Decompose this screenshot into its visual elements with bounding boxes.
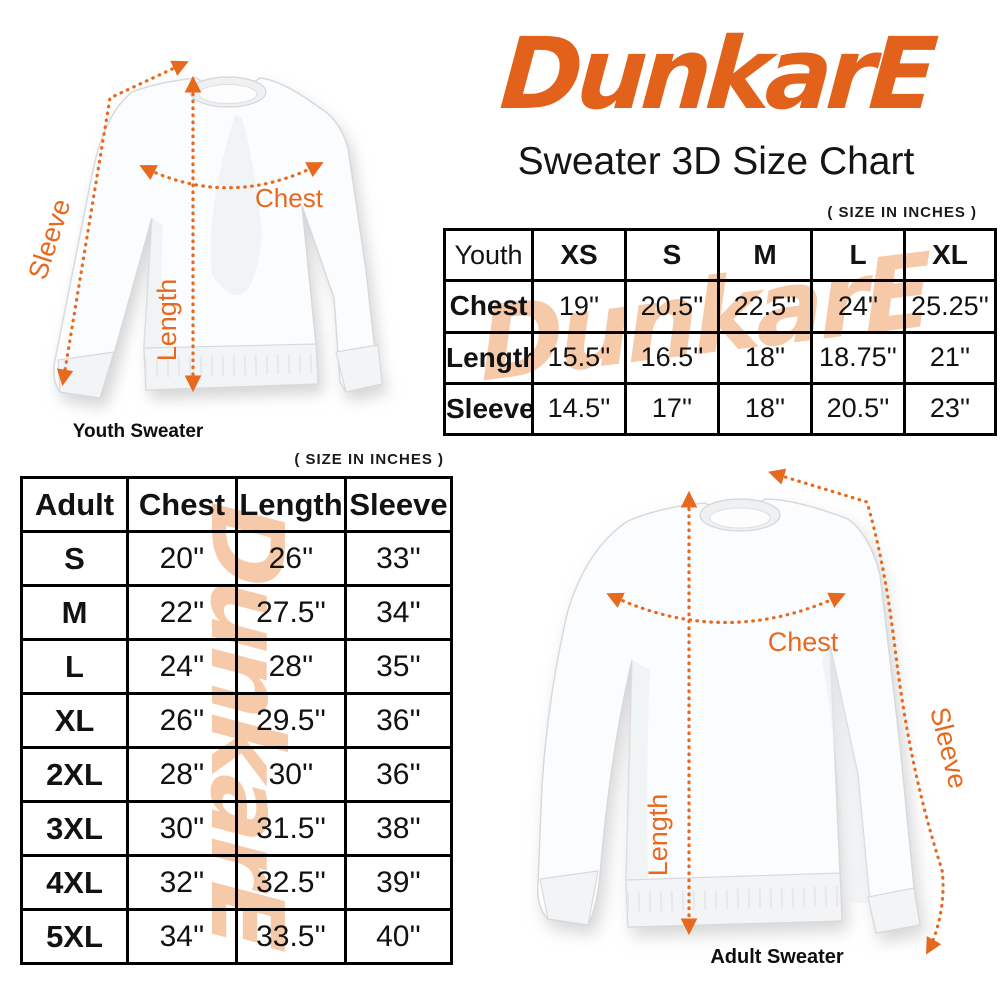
adult-table-cell: 32.5'' [235, 854, 347, 911]
adult-table-cell: 34'' [344, 584, 453, 641]
adult-chest-label: Chest [768, 627, 839, 657]
adult-measurements: Sleeve Length Chest [606, 468, 973, 955]
adult-row-label: XL [20, 692, 129, 749]
adult-table-cell: 36'' [344, 692, 453, 749]
youth-table-cell: 24'' [810, 279, 906, 334]
adult-table-cell: 30'' [235, 746, 347, 803]
adult-row-label: 3XL [20, 800, 129, 857]
adult-row-label: M [20, 584, 129, 641]
adult-table-cell: 27.5'' [235, 584, 347, 641]
brand-logo: DunkarE [496, 16, 936, 132]
youth-table-cell: 19'' [531, 279, 627, 334]
youth-row-label: Length [443, 330, 534, 385]
youth-size-note: ( SIZE IN INCHES ) [827, 204, 977, 221]
adult-table-cell: 39'' [344, 854, 453, 911]
adult-table-cell: 24'' [126, 638, 238, 695]
youth-table-cell: 20.5'' [810, 381, 906, 437]
youth-header-cell: XS [531, 227, 627, 283]
adult-sweater-graphic [536, 498, 921, 934]
youth-header-cell: XL [903, 227, 997, 283]
adult-table-row: L 24'' 28'' 35'' [20, 638, 453, 695]
youth-sweater-illustration: Sleeve Length Chest [22, 60, 383, 399]
adult-header-cell: Length [235, 476, 347, 533]
adult-header-cell: Sleeve [344, 476, 453, 533]
youth-header-cell: L [810, 227, 906, 283]
adult-table-cell: 40'' [344, 908, 453, 965]
adult-row-label: 2XL [20, 746, 129, 803]
adult-table-cell: 28'' [126, 746, 238, 803]
adult-table-cell: 26'' [235, 530, 347, 587]
adult-header-cell: Adult [20, 476, 129, 533]
youth-table-cell: 17'' [624, 381, 720, 437]
youth-size-table: Youth XS S M L XL Chest 19'' 20.5'' 22.5… [443, 227, 997, 437]
youth-table-cell: 18'' [717, 381, 813, 437]
adult-sleeve-label: Sleeve [924, 704, 973, 791]
adult-table-row: 3XL 30'' 31.5'' 38'' [20, 800, 453, 857]
adult-table-row: XL 26'' 29.5'' 36'' [20, 692, 453, 749]
adult-size-table: Adult Chest Length Sleeve S 20'' 26'' 33… [20, 476, 453, 965]
youth-sweater-caption: Youth Sweater [72, 421, 204, 442]
adult-table-cell: 30'' [126, 800, 238, 857]
adult-table-cell: 29.5'' [235, 692, 347, 749]
youth-table-row: Chest 19'' 20.5'' 22.5'' 24'' 25.25'' [443, 279, 997, 334]
youth-table-row: Length 15.5'' 16.5'' 18'' 18.75'' 21'' [443, 330, 997, 385]
youth-table-cell: 14.5'' [531, 381, 627, 437]
adult-table-cell: 31.5'' [235, 800, 347, 857]
adult-table-cell: 33'' [344, 530, 453, 587]
adult-table-cell: 28'' [235, 638, 347, 695]
adult-table-cell: 20'' [126, 530, 238, 587]
youth-table-cell: 18.75'' [810, 330, 906, 385]
adult-sweater-caption: Adult Sweater [710, 946, 844, 968]
adult-table-row: S 20'' 26'' 33'' [20, 530, 453, 587]
adult-row-label: S [20, 530, 129, 587]
adult-row-label: 4XL [20, 854, 129, 911]
adult-chest-measure-line [606, 592, 846, 625]
youth-table-cell: 25.25'' [903, 279, 997, 334]
youth-chest-label: Chest [255, 183, 324, 213]
youth-table-cell: 16.5'' [624, 330, 720, 385]
youth-table-cell: 18'' [717, 330, 813, 385]
adult-row-label: L [20, 638, 129, 695]
adult-length-label: Length [643, 794, 673, 877]
adult-table-row: 5XL 34'' 33.5'' 40'' [20, 908, 453, 965]
youth-header-cell: S [624, 227, 720, 283]
youth-sweater-graphic [53, 76, 383, 399]
page-title: Sweater 3D Size Chart [517, 140, 915, 183]
youth-table-cell: 15.5'' [531, 330, 627, 385]
youth-table-cell: 23'' [903, 381, 997, 437]
youth-table-cell: 21'' [903, 330, 997, 385]
youth-table-cell: 22.5'' [717, 279, 813, 334]
adult-table-row: 4XL 32'' 32.5'' 39'' [20, 854, 453, 911]
youth-row-label: Sleeve [443, 381, 534, 437]
adult-table-cell: 32'' [126, 854, 238, 911]
adult-size-note: ( SIZE IN INCHES ) [294, 451, 444, 468]
youth-table-cell: 20.5'' [624, 279, 720, 334]
adult-sleeve-measure-line [768, 468, 945, 955]
adult-table-cell: 38'' [344, 800, 453, 857]
youth-row-label: Chest [443, 279, 534, 334]
youth-sleeve-measure-line [56, 60, 189, 387]
adult-table-cell: 35'' [344, 638, 453, 695]
adult-sweater-illustration: Sleeve Length Chest [536, 468, 973, 955]
adult-table-row: M 22'' 27.5'' 34'' [20, 584, 453, 641]
youth-table-row: Sleeve 14.5'' 17'' 18'' 20.5'' 23'' [443, 381, 997, 437]
youth-length-label: Length [152, 279, 182, 362]
adult-table-cell: 33.5'' [235, 908, 347, 965]
youth-header-row: Youth XS S M L XL [443, 227, 997, 283]
youth-header-cell: Youth [443, 227, 534, 283]
adult-header-cell: Chest [126, 476, 238, 533]
adult-row-label: 5XL [20, 908, 129, 965]
youth-chest-measure-line [139, 162, 324, 190]
adult-table-cell: 34'' [126, 908, 238, 965]
youth-sleeve-label: Sleeve [22, 195, 76, 283]
youth-header-cell: M [717, 227, 813, 283]
adult-table-cell: 26'' [126, 692, 238, 749]
adult-table-cell: 22'' [126, 584, 238, 641]
adult-table-cell: 36'' [344, 746, 453, 803]
adult-header-row: Adult Chest Length Sleeve [20, 476, 453, 533]
adult-table-row: 2XL 28'' 30'' 36'' [20, 746, 453, 803]
